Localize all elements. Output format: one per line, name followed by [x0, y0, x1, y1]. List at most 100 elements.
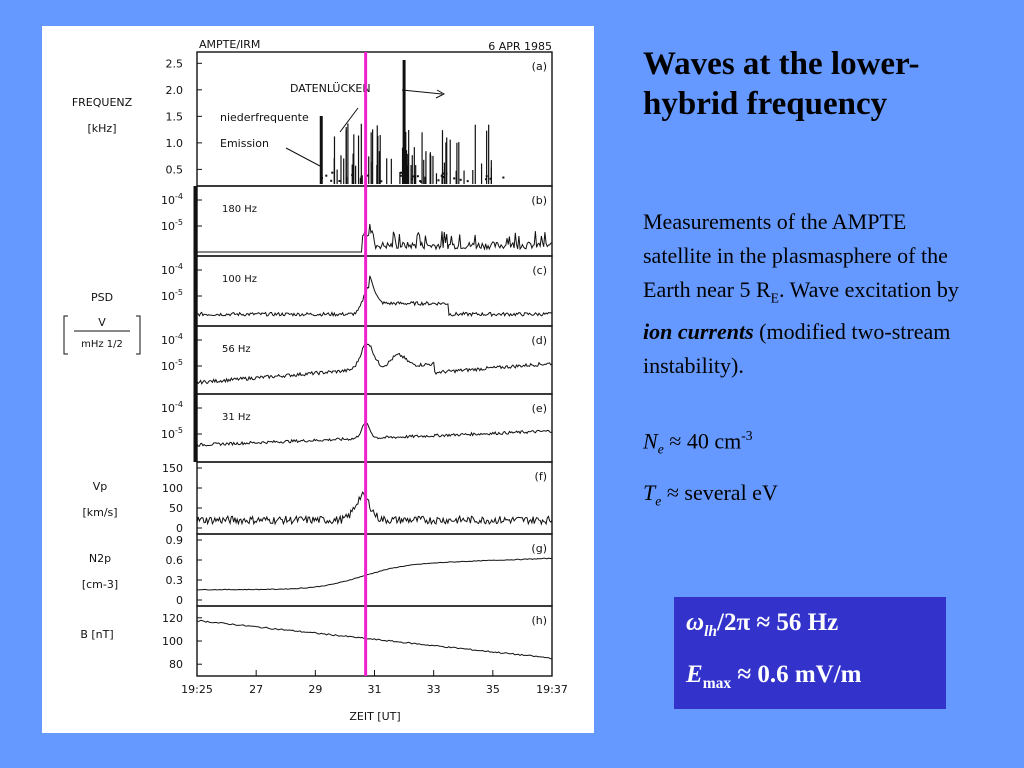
- spectrogram-dot-17: [466, 180, 469, 183]
- x-tick-label-1: 27: [249, 683, 263, 696]
- y-tick-label-d-0: 10-4: [161, 332, 183, 347]
- panel-frame-f: [196, 461, 553, 535]
- panel-tag-b: (b): [531, 194, 547, 207]
- y-tick-label-a-3: 1.0: [166, 137, 184, 150]
- y-tick-label-f-3: 0: [176, 522, 183, 535]
- ylabel-frequenz: FREQUENZ: [72, 96, 133, 109]
- header-left: AMPTE/IRM: [199, 38, 260, 51]
- trace-h: [196, 619, 553, 660]
- x-tick-label-4: 33: [427, 683, 441, 696]
- panel-label-d: 56 Hz: [222, 344, 251, 355]
- slide-title: Waves at the lower-hybrid frequency: [643, 46, 920, 122]
- electron-density-param: Ne ≈ 40 cm-3: [643, 428, 753, 457]
- max-electric-field: Emax ≈ 0.6 mV/m: [686, 661, 862, 692]
- spectrogram-dot-23: [459, 178, 462, 181]
- spectrogram-dot-19: [437, 179, 440, 182]
- annotation-datenluecken: DATENLÜCKEN: [290, 82, 371, 95]
- trace-f: [196, 491, 553, 526]
- spectrogram-dot-2: [453, 177, 456, 180]
- trace-d: [196, 342, 553, 385]
- trace-b: [197, 223, 553, 253]
- panel-frame-h: [196, 605, 553, 677]
- y-tick-label-a-4: 0.5: [166, 163, 184, 176]
- spectrogram-dot-27: [405, 180, 408, 183]
- y-tick-label-d-1: 10-5: [161, 358, 183, 373]
- annotation-niederfrequente: niederfrequente: [220, 111, 309, 124]
- panel-tag-a: (a): [532, 60, 547, 73]
- spectrogram-dot-20: [399, 171, 402, 174]
- y-tick-label-f-2: 50: [169, 502, 183, 515]
- y-tick-label-a-2: 1.5: [166, 110, 184, 123]
- arrow-datenluecken: [401, 89, 443, 95]
- spectrogram-dot-3: [366, 174, 369, 177]
- y-tick-label-e-0: 10-4: [161, 400, 183, 415]
- spectrogram-dot-7: [321, 177, 324, 180]
- y-tick-label-g-3: 0: [176, 594, 183, 607]
- electron-temperature-param: Te ≈ several eV: [643, 480, 778, 509]
- spectrogram-dot-0: [402, 178, 405, 181]
- y-tick-label-f-1: 100: [162, 482, 183, 495]
- panel-frame-d: [196, 325, 553, 395]
- psd-bracket-right: [136, 315, 141, 355]
- ylabel-psd-denominator: mHz 1/2: [81, 339, 123, 350]
- y-tick-label-a-1: 2.0: [166, 84, 184, 97]
- spectrogram-dot-6: [351, 174, 354, 177]
- figure-plot: 2.5 2.0 1.5 1.0 0.5 10-4 10-5 10-4 10-5 10-4 10-5 1…: [63, 38, 568, 723]
- result-box: ωlh/2π ≈ 56 Hz Emax ≈ 0.6 mV/m: [674, 597, 946, 709]
- panel-label-e: 31 Hz: [222, 412, 251, 423]
- spectrogram-dot-29: [445, 172, 448, 175]
- y-tick-label-h-2: 80: [169, 658, 183, 671]
- y-tick-label-g-0: 0.9: [166, 534, 184, 547]
- header-right: 6 APR 1985: [488, 40, 552, 53]
- x-tick-label-3: 31: [368, 683, 382, 696]
- panel-tag-c: (c): [532, 264, 547, 277]
- spectrogram-dot-26: [325, 174, 328, 177]
- ylabel-psd-numerator: V: [98, 316, 106, 329]
- y-tick-label-h-0: 120: [162, 612, 183, 625]
- ampte-figure: 2.5 2.0 1.5 1.0 0.5 10-4 10-5 10-4 10-5 10-4 10-5 1…: [42, 26, 594, 733]
- y-tick-label-g-2: 0.3: [166, 574, 184, 587]
- arrow-gap-left: [339, 107, 359, 133]
- ylabel-vp: Vp: [93, 480, 108, 493]
- spectrogram-dot-8: [399, 174, 402, 177]
- spectrogram-dot-21: [502, 176, 505, 179]
- spectrogram-dot-1: [380, 180, 383, 183]
- x-tick-label-2: 29: [308, 683, 322, 696]
- ylabel-psd: PSD: [91, 291, 113, 304]
- y-tick-label-a-0: 2.5: [166, 57, 184, 70]
- y-tick-label-b-1: 10-5: [161, 218, 183, 233]
- lower-hybrid-frequency: ωlh/2π ≈ 56 Hz: [686, 609, 839, 640]
- spectrogram-dot-10: [416, 175, 419, 178]
- psd-bracket-left: [63, 315, 68, 355]
- spectrogram-dot-11: [338, 179, 341, 182]
- ylabel-n2p-unit: [cm-3]: [82, 578, 118, 591]
- y-tick-label-c-1: 10-5: [161, 288, 183, 303]
- y-tick-label-h-1: 100: [162, 635, 183, 648]
- spectrogram-dot-28: [442, 172, 445, 175]
- y-tick-label-c-0: 10-4: [161, 262, 183, 277]
- y-tick-label-g-1: 0.6: [166, 554, 184, 567]
- x-axis-label: ZEIT [UT]: [349, 710, 400, 723]
- panel-frame-e: [196, 393, 553, 463]
- panel-tag-h: (h): [531, 614, 547, 627]
- spectrogram-dot-22: [440, 174, 443, 177]
- spectrogram-dot-4: [330, 179, 333, 182]
- spectrogram-dot-25: [485, 178, 488, 181]
- trace-c: [196, 275, 553, 318]
- annotation-emission: Emission: [220, 137, 269, 150]
- spectrogram-dot-18: [420, 180, 423, 183]
- panel-tag-g: (g): [531, 542, 547, 555]
- x-tick-label-0: 19:25: [181, 683, 213, 696]
- y-tick-label-e-1: 10-5: [161, 426, 183, 441]
- panel-tag-d: (d): [531, 334, 547, 347]
- ylabel-n2p: N2p: [89, 552, 111, 565]
- spectrogram-dot-13: [489, 177, 492, 180]
- trace-g: [197, 557, 553, 591]
- x-tick-label-5: 35: [486, 683, 500, 696]
- x-tick-label-6: 19:37: [536, 683, 568, 696]
- spectrogram-dot-15: [485, 175, 488, 178]
- arrowhead-datenluecken: [435, 89, 446, 99]
- ylabel-b: B [nT]: [80, 628, 113, 641]
- spectrogram-dot-16: [411, 178, 414, 181]
- panel-label-b: 180 Hz: [222, 204, 257, 215]
